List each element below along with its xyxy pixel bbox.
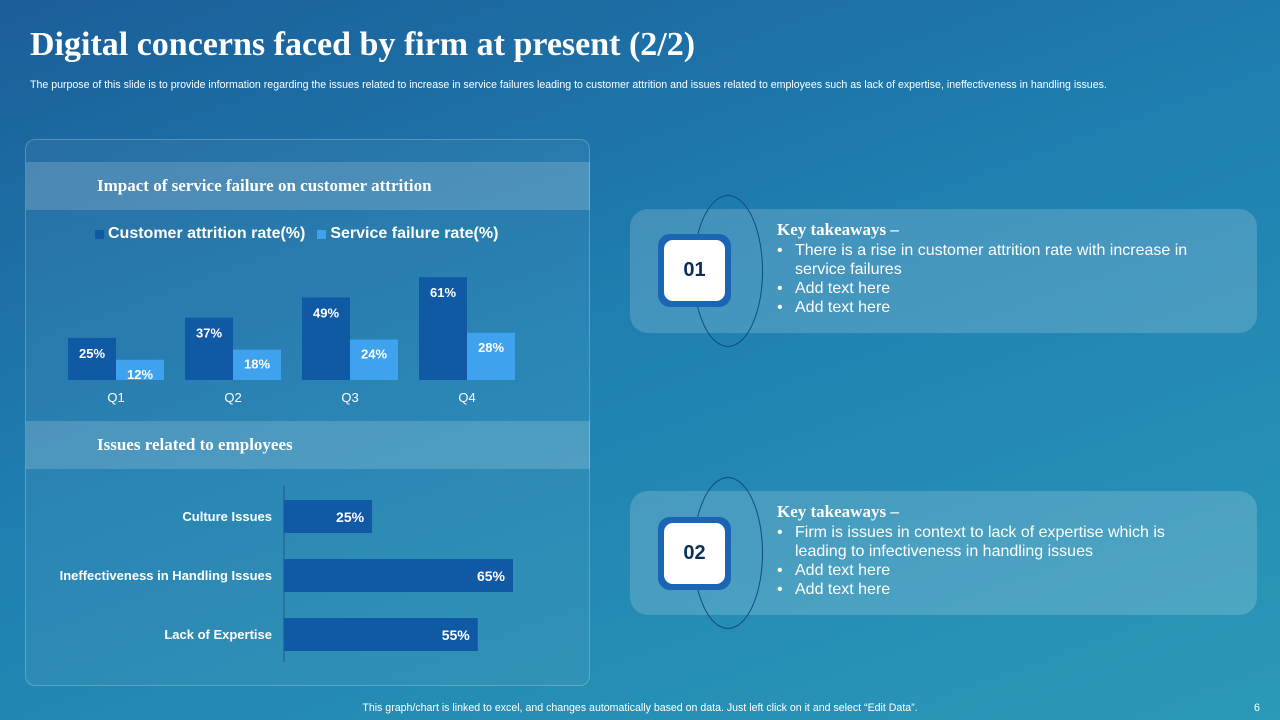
- takeaway-number-2: 02: [664, 523, 725, 584]
- x-tick-label: Q1: [107, 390, 124, 405]
- takeaway-text-1: Key takeaways – There is a rise in custo…: [777, 219, 1217, 317]
- takeaway-list-2: Firm is issues in context to lack of exp…: [777, 523, 1217, 599]
- legend-swatch-attrition: [95, 229, 104, 239]
- data-label: 24%: [361, 347, 387, 362]
- y-category-label: Culture Issues: [182, 509, 272, 524]
- legend-swatch-service-failure: [317, 229, 327, 239]
- legend-label-service-failure: Service failure rate(%): [330, 225, 499, 242]
- bar-employee-issue: [284, 618, 478, 651]
- takeaway-bullet: Add text here: [777, 580, 1217, 599]
- bar-service-failure: [233, 349, 281, 380]
- data-label: 55%: [442, 627, 471, 643]
- takeaway-bullet: Add text here: [777, 298, 1217, 317]
- bar-service-failure: [350, 339, 398, 380]
- x-tick-label: Q4: [458, 390, 475, 405]
- bar-service-failure: [467, 332, 515, 380]
- takeaway-number-badge-2: 02: [658, 517, 731, 590]
- y-category-label: Ineffectiveness in Handling Issues: [60, 568, 272, 583]
- charts-panel: [25, 139, 590, 686]
- employees-chart-header: Issues related to employees: [26, 421, 590, 469]
- slide-title: Digital concerns faced by firm at presen…: [30, 26, 696, 63]
- takeaway-bullet: Firm is issues in context to lack of exp…: [777, 523, 1217, 561]
- attrition-chart-header: Impact of service failure on customer at…: [26, 162, 590, 210]
- bar-employee-issue: [284, 500, 373, 533]
- data-label: 12%: [127, 367, 153, 382]
- data-label: 61%: [430, 285, 456, 300]
- data-label: 49%: [313, 305, 339, 320]
- bar-attrition: [185, 317, 233, 380]
- footer-note: This graph/chart is linked to excel, and…: [362, 702, 918, 714]
- takeaway-bullet: There is a rise in customer attrition ra…: [777, 241, 1217, 279]
- slide-subtitle: The purpose of this slide is to provide …: [30, 79, 1107, 91]
- bar-attrition: [68, 337, 116, 380]
- takeaway-text-2: Key takeaways – Firm is issues in contex…: [777, 501, 1217, 599]
- bar-employee-issue: [284, 559, 513, 592]
- legend-label-attrition: Customer attrition rate(%): [108, 225, 306, 242]
- takeaway-heading-1: Key takeaways –: [777, 220, 899, 239]
- bar-attrition: [302, 297, 350, 380]
- attrition-legend[interactable]: Customer attrition rate(%) Service failu…: [95, 225, 498, 243]
- takeaway-list-1: There is a rise in customer attrition ra…: [777, 241, 1217, 317]
- x-tick-label: Q2: [224, 390, 241, 405]
- takeaway-heading-2: Key takeaways –: [777, 502, 899, 521]
- data-label: 37%: [196, 326, 222, 341]
- bar-attrition: [419, 277, 467, 380]
- page-number: 6: [1253, 702, 1260, 714]
- takeaway-number-1: 01: [664, 240, 725, 301]
- takeaway-number-badge-1: 01: [658, 234, 731, 307]
- legend-item-attrition[interactable]: Customer attrition rate(%): [95, 225, 305, 243]
- data-label: 65%: [477, 568, 506, 584]
- y-category-label: Lack of Expertise: [164, 627, 272, 642]
- bar-service-failure: [116, 359, 164, 380]
- takeaway-bullet: Add text here: [777, 279, 1217, 298]
- legend-item-service-failure[interactable]: Service failure rate(%): [317, 225, 498, 243]
- data-label: 28%: [478, 340, 504, 355]
- takeaway-bullet: Add text here: [777, 561, 1217, 580]
- data-label: 25%: [336, 509, 365, 525]
- x-tick-label: Q3: [341, 390, 358, 405]
- data-label: 18%: [244, 357, 270, 372]
- data-label: 25%: [79, 346, 105, 361]
